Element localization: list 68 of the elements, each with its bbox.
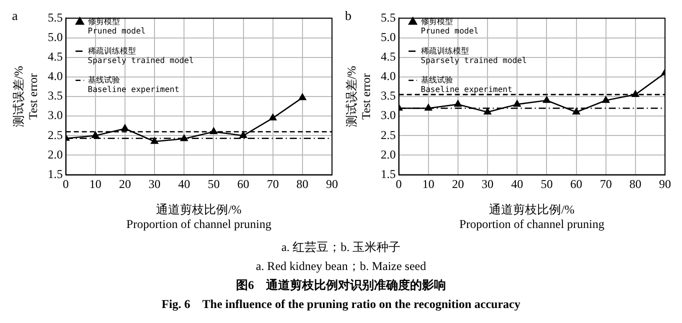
y-tick-label: 5.5 bbox=[48, 10, 63, 24]
x-tick-label: 80 bbox=[629, 177, 642, 192]
point bbox=[298, 94, 306, 100]
y-tick-label: 4.0 bbox=[48, 69, 63, 84]
point bbox=[484, 108, 492, 115]
point bbox=[210, 128, 218, 134]
y-tick-label: 2.0 bbox=[380, 147, 396, 162]
x-tick-label: 30 bbox=[148, 177, 161, 192]
x-tick-label: 60 bbox=[570, 177, 582, 192]
y-tick-label: 3.5 bbox=[48, 88, 63, 103]
point bbox=[269, 114, 277, 120]
legend-label: 基线试验 Baseline experiment bbox=[420, 75, 512, 94]
y-axis-title: 测试误差/% Test error bbox=[344, 66, 373, 128]
x-axis-title: 通道剪枝比例/% Proportion of channel pruning bbox=[459, 202, 604, 231]
y-tick-label: 4.5 bbox=[48, 50, 63, 64]
y-tick-label: 2.5 bbox=[48, 128, 63, 142]
point bbox=[602, 96, 610, 103]
point bbox=[150, 137, 158, 144]
x-tick-label: 60 bbox=[237, 177, 250, 192]
y-tick-label: 4.0 bbox=[380, 69, 396, 84]
x-tick-label: 50 bbox=[540, 177, 553, 192]
x-axis-title: 通道剪枝比例/% Proportion of channel pruning bbox=[126, 202, 272, 231]
chart-title: a bbox=[12, 8, 18, 23]
point bbox=[424, 104, 432, 111]
legend-label: 稀疏训练模型 Sparsely trained model bbox=[420, 46, 527, 65]
point bbox=[543, 96, 550, 103]
caption: Fig. 6 The influence of the pruning ratio on the recognition accuracy bbox=[160, 296, 522, 313]
point bbox=[180, 134, 188, 142]
x-tick-label: 10 bbox=[89, 177, 102, 192]
x-tick-label: 20 bbox=[452, 177, 464, 192]
x-tick-label: 30 bbox=[482, 177, 494, 192]
text: a. 红芸豆；b. 玉米种子 bbox=[280, 239, 402, 256]
x-tick-label: 50 bbox=[208, 177, 220, 192]
x-tick-label: 90 bbox=[326, 177, 338, 192]
x-tick-label: 0 bbox=[62, 177, 69, 192]
chart-title: b bbox=[345, 8, 352, 23]
y-tick-label: 3.0 bbox=[48, 108, 63, 122]
y-tick-label: 1.5 bbox=[380, 166, 396, 181]
x-tick-label: 70 bbox=[266, 177, 279, 192]
legend-label: 稀疏训练模型 Sparsely trained model bbox=[88, 46, 194, 65]
y-tick-label: 3.0 bbox=[380, 108, 396, 122]
x-tick-label: 80 bbox=[296, 177, 308, 192]
x-tick-label: 40 bbox=[511, 177, 524, 192]
point bbox=[240, 132, 247, 138]
x-tick-label: 20 bbox=[118, 177, 131, 192]
point bbox=[121, 124, 129, 132]
x-tick-label: 70 bbox=[600, 177, 612, 192]
y-tick-label: 5.5 bbox=[380, 10, 396, 24]
y-tick-label: 2.5 bbox=[380, 128, 396, 142]
point bbox=[632, 90, 640, 97]
caption: 图6 通道剪枝比例对识别准确度的影响 bbox=[235, 277, 447, 294]
point bbox=[454, 100, 462, 107]
y-tick-label: 2.0 bbox=[48, 147, 63, 162]
y-tick-label: 5.0 bbox=[48, 30, 63, 44]
point bbox=[572, 108, 580, 115]
y-tick-label: 5.0 bbox=[380, 30, 396, 44]
x-tick-label: 0 bbox=[396, 177, 402, 192]
y-tick-label: 1.5 bbox=[48, 166, 63, 181]
point bbox=[513, 100, 521, 107]
y-axis-title: 测试误差/% Test error bbox=[11, 66, 40, 128]
x-tick-label: 10 bbox=[422, 177, 434, 192]
legend-label: 基线试验 Baseline experiment bbox=[88, 75, 180, 94]
x-tick-label: 90 bbox=[659, 177, 671, 192]
y-tick-label: 4.5 bbox=[380, 50, 396, 64]
text: a. Red kidney bean；b. Maize seed bbox=[254, 258, 428, 275]
point bbox=[92, 132, 100, 138]
x-tick-label: 40 bbox=[178, 177, 190, 192]
y-tick-label: 3.5 bbox=[380, 88, 396, 103]
